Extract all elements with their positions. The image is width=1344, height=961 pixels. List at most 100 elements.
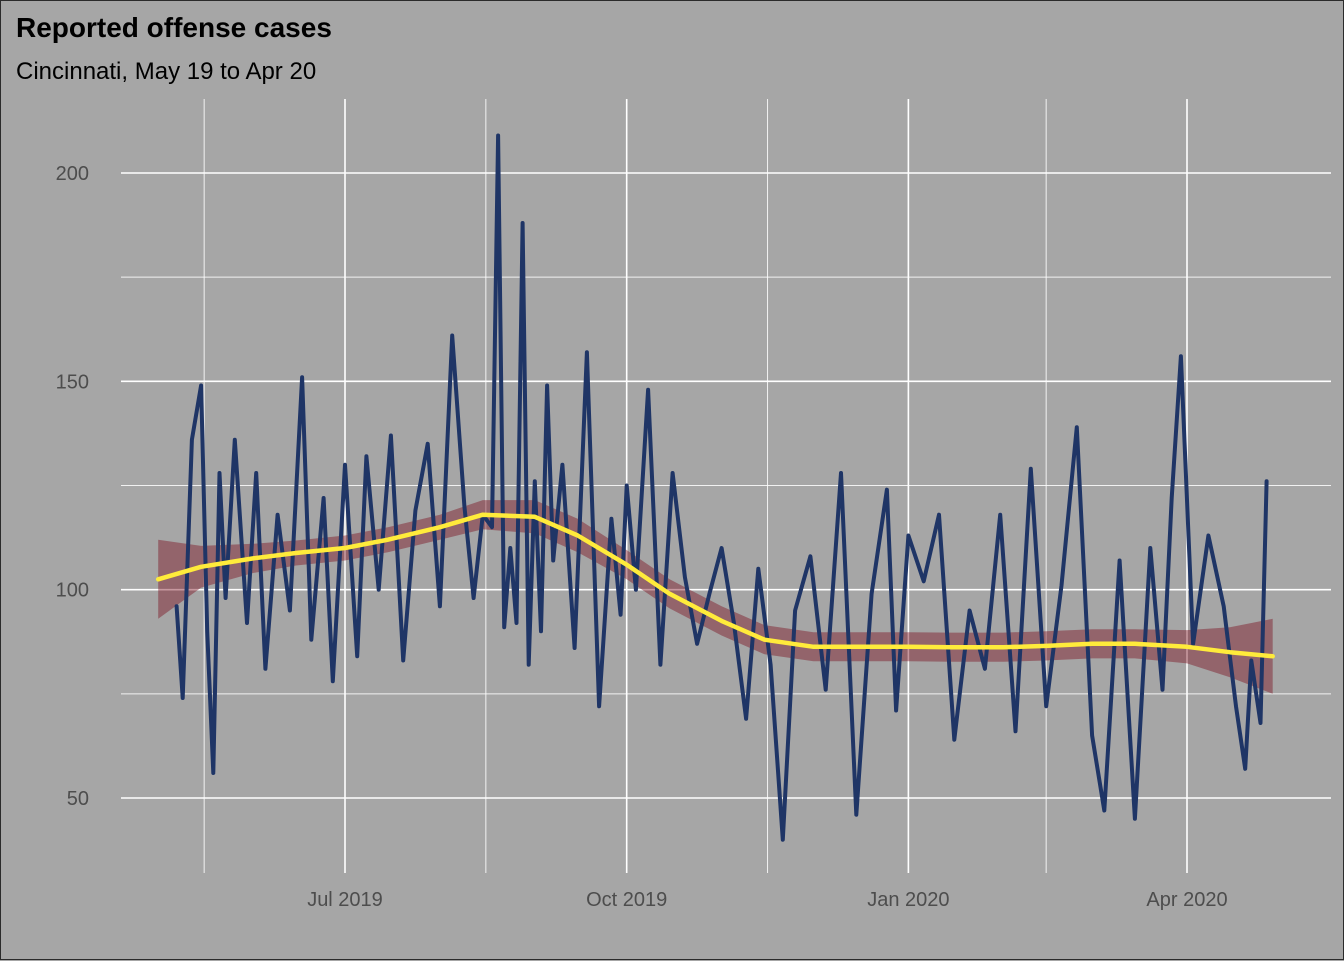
data-point — [952, 738, 956, 742]
data-point — [533, 479, 537, 483]
data-point — [1234, 704, 1238, 708]
data-point — [288, 609, 292, 612]
data-point — [1222, 604, 1226, 608]
data-point — [438, 604, 442, 608]
data-point — [968, 609, 972, 612]
data-point — [496, 134, 500, 137]
data-point — [983, 667, 987, 671]
data-point — [870, 592, 874, 596]
data-point — [205, 629, 209, 633]
data-point — [658, 663, 662, 667]
chart-title: Reported offense cases — [16, 12, 332, 43]
data-point — [885, 488, 889, 492]
data-point — [462, 504, 466, 508]
y-tick-label: 50 — [67, 788, 89, 810]
data-point — [1133, 817, 1137, 821]
data-point — [671, 471, 675, 475]
data-point — [922, 579, 926, 583]
x-tick-label: Jul 2019 — [307, 889, 383, 911]
data-point — [560, 463, 564, 467]
data-point — [1243, 767, 1247, 771]
data-point — [1170, 496, 1174, 500]
data-point — [502, 625, 506, 629]
smoothed-trend-line — [155, 512, 1275, 659]
data-point — [309, 638, 313, 642]
data-point — [521, 221, 525, 225]
data-point — [426, 442, 430, 446]
data-point — [490, 525, 494, 529]
x-tick-label: Apr 2020 — [1146, 889, 1227, 911]
data-point — [245, 621, 249, 625]
data-point — [839, 471, 843, 475]
data-point — [720, 546, 724, 550]
data-point — [539, 629, 543, 633]
data-point — [545, 384, 549, 387]
data-point — [1044, 704, 1048, 708]
daily-cases-line — [174, 133, 1269, 842]
data-point — [263, 667, 267, 671]
data-point — [377, 588, 381, 592]
x-axis-ticks: Jul 2019 Oct 2019 Jan 2020 Apr 2020 — [307, 889, 1227, 911]
data-point — [364, 454, 368, 458]
data-point — [300, 375, 304, 379]
data-point — [413, 509, 417, 512]
y-tick-label: 200 — [56, 163, 89, 185]
data-point — [824, 688, 828, 692]
data-point — [793, 609, 797, 612]
data-point — [1148, 546, 1152, 550]
data-point — [937, 513, 941, 517]
data-point — [619, 613, 623, 617]
data-point — [808, 554, 812, 558]
data-point — [472, 596, 476, 600]
data-point — [527, 663, 531, 667]
data-point — [1014, 729, 1017, 733]
data-point — [1029, 467, 1033, 471]
data-point — [597, 704, 601, 708]
data-point — [1161, 688, 1164, 692]
data-point — [1102, 809, 1106, 812]
data-point — [254, 471, 258, 475]
data-point — [1179, 354, 1183, 358]
data-point — [1249, 659, 1253, 662]
data-point — [625, 484, 629, 487]
data-point — [998, 513, 1002, 517]
minor-gridlines — [121, 99, 1331, 873]
data-point — [181, 696, 185, 700]
data-point — [1191, 642, 1195, 646]
data-point — [224, 596, 228, 600]
data-point — [331, 679, 335, 683]
data-point — [508, 546, 512, 550]
data-point — [450, 334, 454, 337]
data-point — [551, 559, 555, 562]
y-tick-label: 150 — [56, 371, 89, 393]
data-point — [175, 604, 179, 608]
data-point — [211, 771, 215, 775]
data-point — [190, 438, 194, 442]
data-point — [343, 463, 347, 467]
data-point — [218, 471, 221, 475]
data-point — [355, 654, 359, 658]
data-point — [1075, 425, 1079, 429]
data-point — [744, 717, 748, 721]
data-point — [1060, 584, 1063, 587]
data-point — [894, 709, 898, 712]
data-point — [854, 813, 858, 817]
data-point — [401, 659, 405, 662]
data-point — [683, 575, 687, 579]
y-axis-ticks: 50 100 150 200 — [56, 163, 89, 810]
data-point — [389, 434, 393, 437]
data-point — [515, 621, 518, 625]
data-point — [781, 838, 785, 842]
data-point — [276, 513, 280, 517]
data-point — [634, 588, 638, 592]
data-point — [322, 496, 326, 500]
chart-subtitle: Cincinnati, May 19 to Apr 20 — [16, 58, 317, 85]
data-point — [199, 384, 203, 387]
data-point — [756, 567, 760, 571]
data-point — [1265, 479, 1269, 483]
series-layer — [174, 133, 1269, 842]
data-point — [609, 517, 613, 521]
data-point — [1206, 534, 1210, 537]
data-point — [585, 350, 589, 354]
